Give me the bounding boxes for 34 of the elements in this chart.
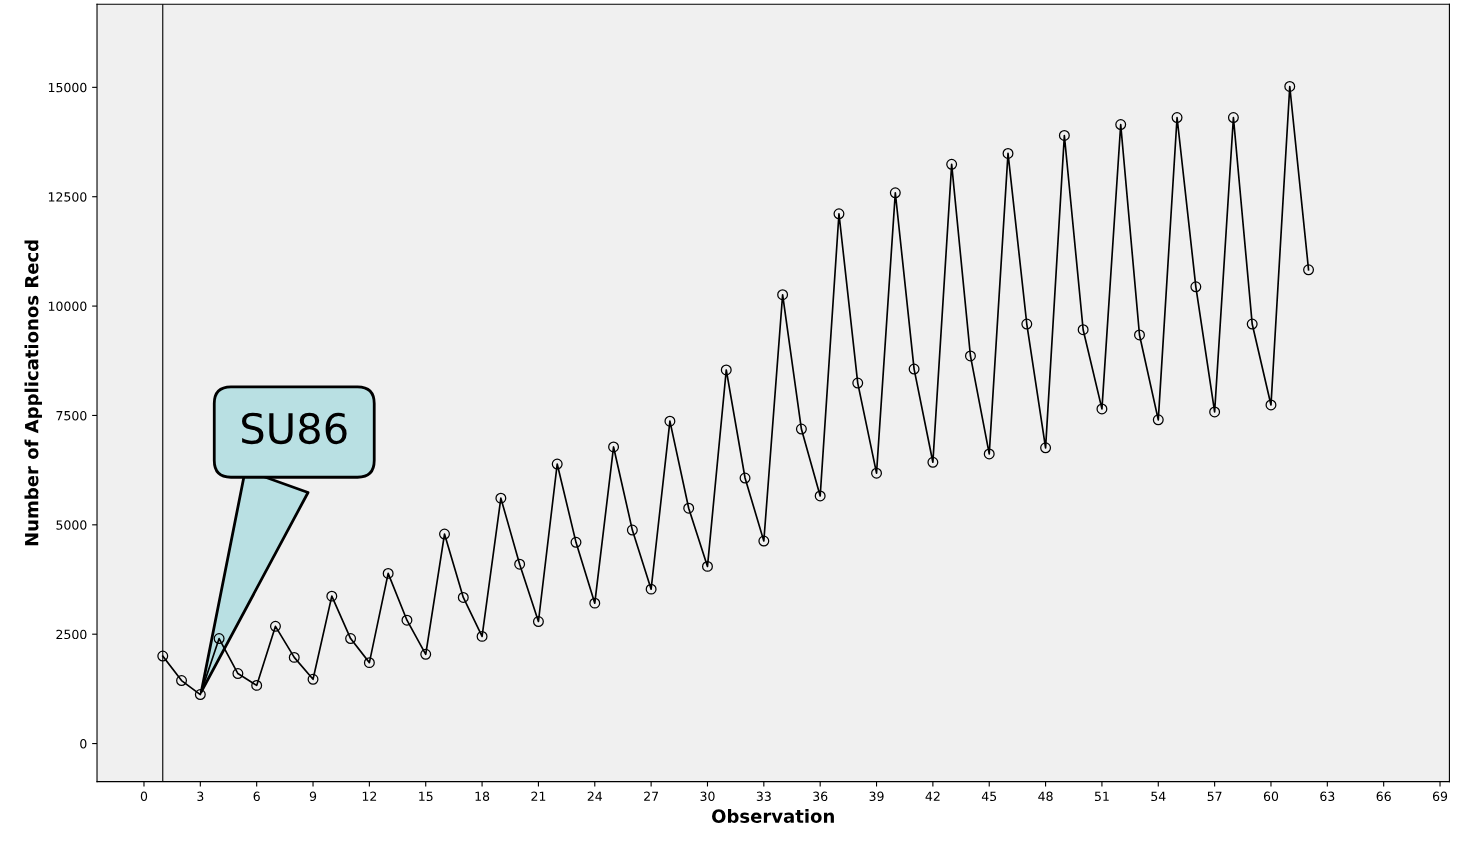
y-tick-label: 15000 bbox=[48, 82, 87, 93]
x-tick-label: 27 bbox=[644, 791, 659, 801]
x-tick-label: 42 bbox=[925, 791, 940, 801]
x-tick-label: 60 bbox=[1263, 791, 1279, 802]
y-axis-title: Number of Applicationos Recd bbox=[24, 240, 42, 546]
x-tick-label: 33 bbox=[756, 791, 771, 802]
x-tick-label: 57 bbox=[1207, 791, 1222, 802]
x-tick-label: 45 bbox=[981, 791, 997, 802]
x-tick-label: 24 bbox=[587, 791, 603, 801]
x-tick-label: 3 bbox=[197, 791, 204, 802]
x-tick-label: 0 bbox=[140, 791, 148, 802]
annotation: SU86 bbox=[242, 412, 347, 445]
x-tick-label: 63 bbox=[1320, 791, 1335, 802]
x-tick-label: 54 bbox=[1151, 791, 1166, 802]
x-tick-label: 15 bbox=[419, 791, 433, 802]
y-tick-label: 5000 bbox=[56, 520, 87, 530]
x-tick-label: 6 bbox=[253, 791, 260, 802]
x-tick-label: 21 bbox=[531, 791, 546, 801]
x-tick-label: 12 bbox=[362, 791, 377, 801]
x-tick-label: 9 bbox=[309, 791, 317, 802]
x-tick-label: 36 bbox=[813, 791, 828, 802]
x-tick-label: 39 bbox=[869, 791, 884, 802]
y-tick-label: 12500 bbox=[48, 192, 87, 202]
y-tick-label: 2500 bbox=[56, 629, 87, 640]
y-tick-label: 10000 bbox=[48, 301, 87, 312]
y-tick-label: 0 bbox=[80, 739, 87, 749]
x-tick-label: 30 bbox=[700, 791, 715, 802]
y-tick-label: 7500 bbox=[56, 410, 87, 421]
x-tick-label: 69 bbox=[1432, 791, 1448, 802]
x-tick-label: 18 bbox=[475, 791, 490, 802]
x-tick-label: 48 bbox=[1038, 791, 1053, 802]
x-tick-label: 66 bbox=[1376, 791, 1391, 802]
x-axis-title: Observation bbox=[712, 809, 834, 823]
x-tick-label: 51 bbox=[1094, 791, 1109, 802]
